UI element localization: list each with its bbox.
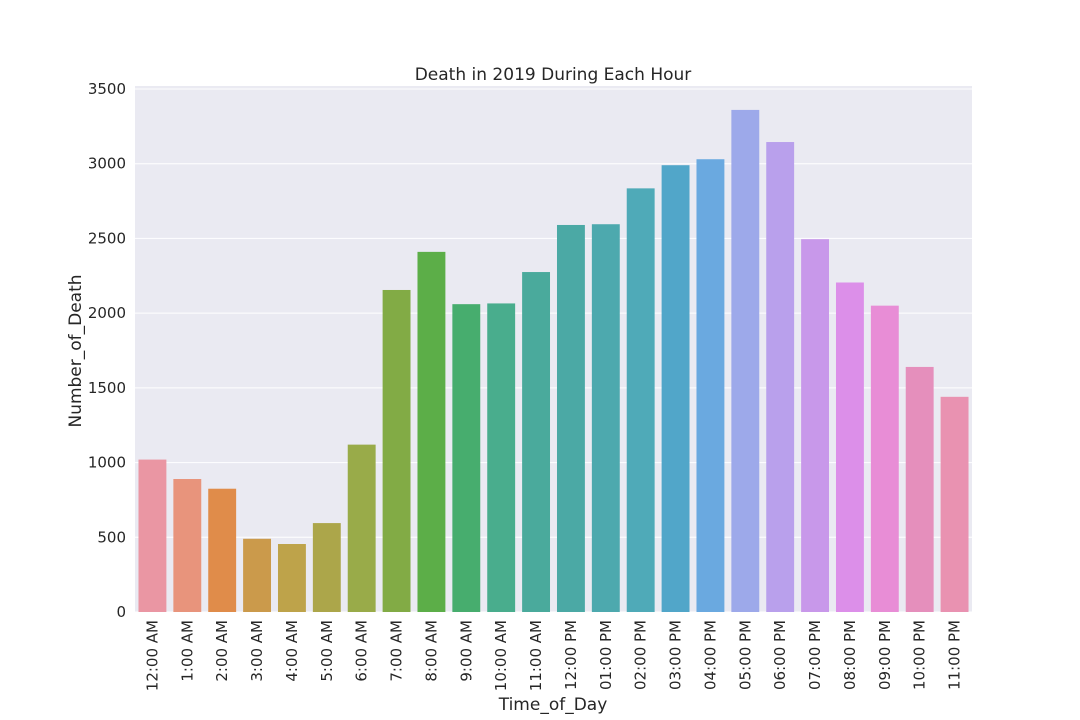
- bar-08-00-pm: [835, 282, 864, 612]
- bar-03-00-pm: [661, 165, 690, 613]
- x-tick-label: 03:00 PM: [667, 620, 685, 690]
- bar-3-00-am: [243, 538, 272, 612]
- x-tick-label: 05:00 PM: [736, 620, 754, 690]
- x-tick-label: 5:00 AM: [318, 620, 336, 682]
- x-tick-label: 02:00 PM: [632, 620, 650, 690]
- x-tick-label: 10:00 AM: [492, 620, 510, 691]
- bar-02-00-pm: [626, 188, 655, 613]
- bar-12-00-am: [138, 459, 167, 612]
- bar-10-00-am: [487, 303, 516, 612]
- x-tick-label: 08:00 PM: [841, 620, 859, 690]
- x-tick-label: 6:00 AM: [353, 620, 371, 682]
- bar-09-00-pm: [870, 305, 899, 612]
- bar-07-00-pm: [801, 239, 830, 613]
- y-tick-label: 1500: [88, 379, 126, 397]
- bar-05-00-pm: [731, 109, 760, 612]
- bar-12-00-pm: [556, 224, 585, 612]
- bar-01-00-pm: [591, 224, 620, 612]
- y-axis-label: Number_of_Death: [66, 274, 86, 427]
- bar-8-00-am: [417, 251, 446, 612]
- x-tick-label: 1:00 AM: [178, 620, 196, 682]
- x-tick-label: 11:00 AM: [527, 620, 545, 691]
- y-tick-label: 3000: [88, 155, 126, 173]
- bar-7-00-am: [382, 289, 411, 612]
- x-tick-label: 01:00 PM: [597, 620, 615, 690]
- x-tick-label: 12:00 PM: [562, 620, 580, 690]
- x-tick-label: 12:00 AM: [143, 620, 161, 691]
- bar-04-00-pm: [696, 159, 725, 612]
- y-tick-label: 500: [97, 528, 126, 546]
- x-tick-label: 06:00 PM: [771, 620, 789, 690]
- bar-11-00-pm: [940, 396, 969, 612]
- x-tick-label: 07:00 PM: [806, 620, 824, 690]
- x-tick-label: 2:00 AM: [213, 620, 231, 682]
- bar-9-00-am: [452, 304, 481, 612]
- y-tick-label: 3500: [88, 80, 126, 98]
- x-tick-label: 7:00 AM: [388, 620, 406, 682]
- x-tick-label: 4:00 AM: [283, 620, 301, 682]
- bar-4-00-am: [277, 544, 306, 612]
- x-tick-labels: 12:00 AM 1:00 AM 2:00 AM 3:00 AM 4:00 AM 5:00…: [143, 620, 963, 691]
- x-tick-label: 10:00 PM: [911, 620, 929, 690]
- x-tick-label: 3:00 AM: [248, 620, 266, 682]
- bar-1-00-am: [173, 479, 202, 612]
- bar-06-00-pm: [766, 142, 795, 612]
- bar-2-00-am: [208, 488, 237, 612]
- bar-11-00-am: [522, 272, 551, 612]
- y-tick-label: 0: [116, 603, 126, 621]
- gridlines: [135, 88, 972, 613]
- bar-6-00-am: [347, 444, 376, 612]
- y-tick-label: 1000: [88, 454, 126, 472]
- x-tick-label: 8:00 AM: [422, 620, 440, 682]
- y-tick-label: 2000: [88, 304, 126, 322]
- y-tick-labels: 0 500 1000 1500 2000 2500 3000 3500: [88, 80, 126, 621]
- bar-5-00-am: [312, 523, 341, 612]
- bars: [138, 109, 969, 613]
- x-tick-label: 9:00 AM: [457, 620, 475, 682]
- x-tick-label: 09:00 PM: [876, 620, 894, 690]
- x-tick-label: 04:00 PM: [701, 620, 719, 690]
- plot-area: [135, 86, 972, 612]
- bar-10-00-pm: [905, 366, 934, 612]
- chart-title: Death in 2019 During Each Hour: [415, 65, 692, 85]
- y-tick-label: 2500: [88, 229, 126, 247]
- x-axis-label: Time_of_Day: [498, 695, 608, 715]
- x-tick-label: 11:00 PM: [946, 620, 964, 690]
